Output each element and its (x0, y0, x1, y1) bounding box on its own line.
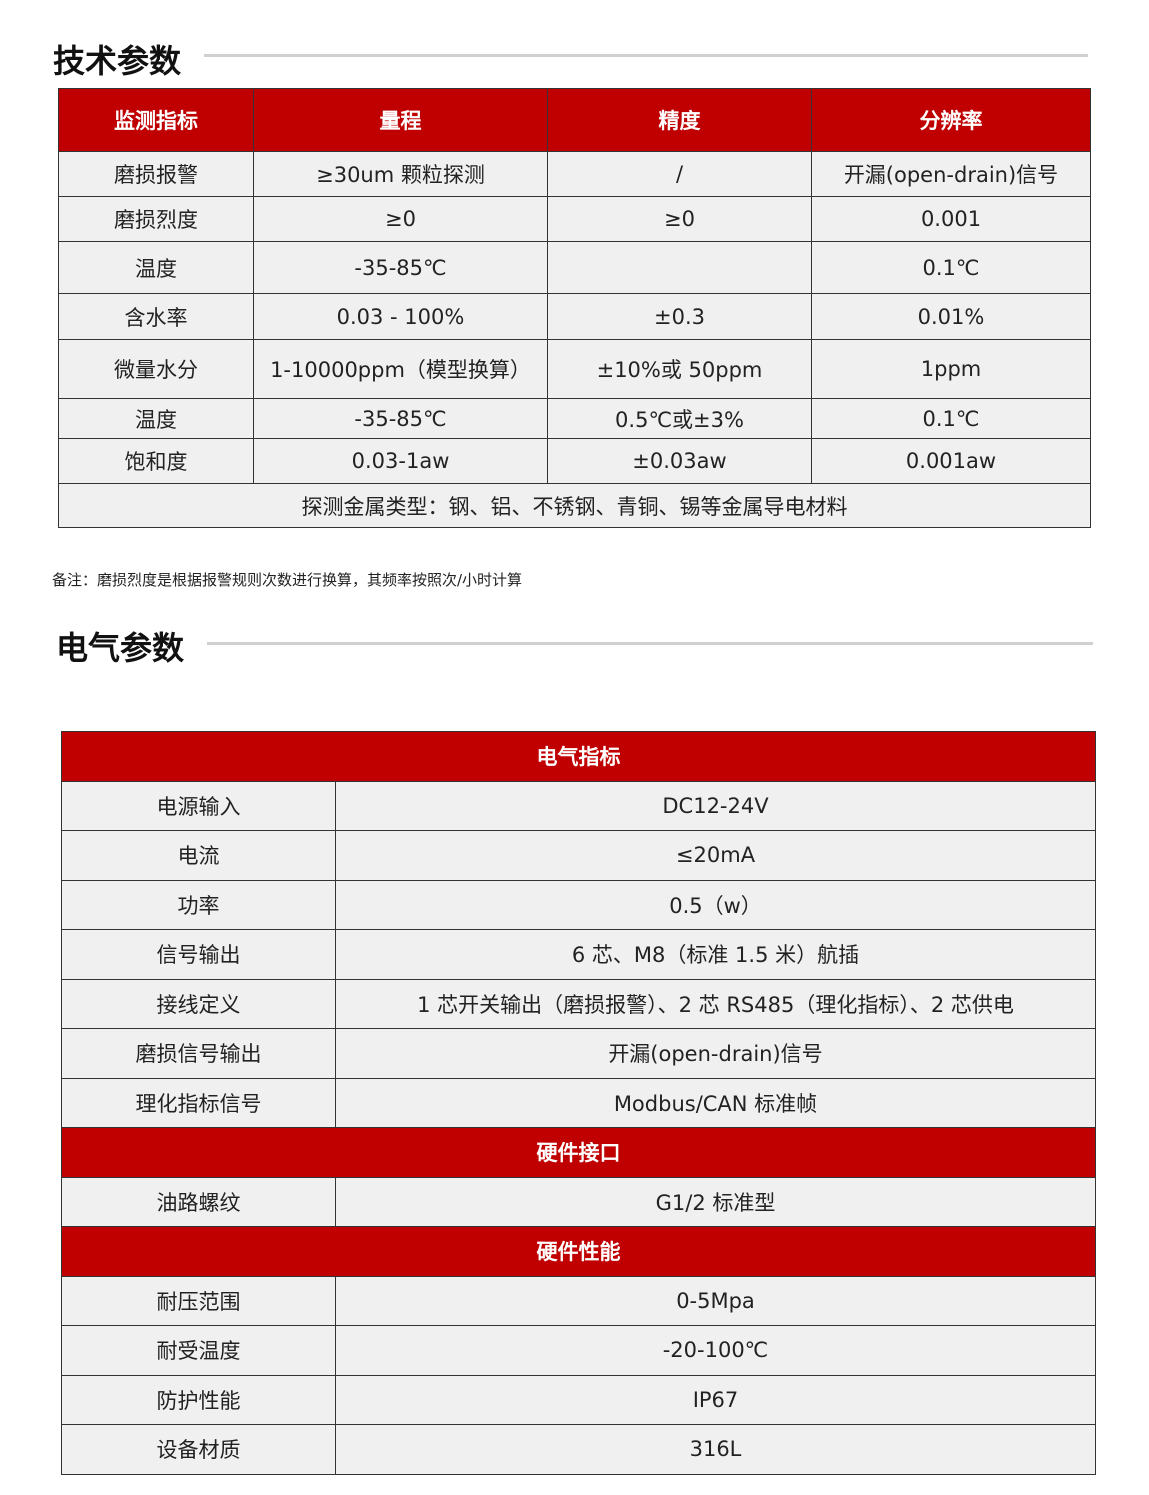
label-cell: 功率 (61, 879, 336, 930)
table-row: 接线定义 1 芯开关输出（磨损报警）、2 芯 RS485（理化指标）、2 芯供电 (61, 978, 1096, 1029)
tech-params-table: 监测指标 量程 精度 分辨率 磨损报警 ≥30um 颗粒探测 / 开漏(open-dr… (58, 88, 1091, 528)
section-header: 硬件接口 (61, 1127, 1096, 1178)
table-cell: / (547, 151, 812, 197)
table-row: 耐受温度 -20-100℃ (61, 1325, 1096, 1376)
note-text: 备注：磨损烈度是根据报警规则次数进行换算，其频率按照次/小时计算 (52, 571, 523, 589)
table-cell: 温度 (58, 241, 254, 294)
table-row: 磨损报警 ≥30um 颗粒探测 / 开漏(open-drain)信号 (58, 151, 1091, 197)
header-cell: 监测指标 (58, 88, 254, 152)
metal-types-cell: 探测金属类型：钢、铝、不锈钢、青铜、锡等金属导电材料 (58, 483, 1091, 528)
tech-section-title: 技术参数 (53, 42, 182, 80)
table-row: 微量水分 1-10000ppm（模型换算） ±10%或 50ppm 1ppm (58, 339, 1091, 399)
table-cell: 0.5℃或±3% (547, 398, 812, 439)
value-cell: 316L (335, 1424, 1096, 1475)
table-cell: 0.1℃ (811, 398, 1091, 439)
table-row: 温度 -35-85℃ 0.5℃或±3% 0.1℃ (58, 398, 1091, 439)
label-cell: 防护性能 (61, 1374, 336, 1425)
label-cell: 油路螺纹 (61, 1176, 336, 1227)
value-cell: 1 芯开关输出（磨损报警）、2 芯 RS485（理化指标）、2 芯供电 (335, 978, 1096, 1029)
elec-params-table: 电气指标 电源输入 DC12-24V 电流 ≤20mA 功率 0.5（w） 信号输出 6 芯、M… (61, 731, 1096, 1475)
table-row: 磨损烈度 ≥0 ≥0 0.001 (58, 196, 1091, 242)
value-cell: G1/2 标准型 (335, 1176, 1096, 1227)
elec-section-title: 电气参数 (56, 629, 185, 667)
table-header-row: 监测指标 量程 精度 分辨率 (58, 88, 1091, 152)
value-cell: Modbus/CAN 标准帧 (335, 1077, 1096, 1128)
value-cell: 0.5（w） (335, 879, 1096, 930)
table-row: 含水率 0.03 - 100% ±0.3 0.01% (58, 293, 1091, 340)
table-row: 功率 0.5（w） (61, 879, 1096, 930)
table-row: 温度 -35-85℃ 0.1℃ (58, 241, 1091, 294)
table-cell: 1ppm (811, 339, 1091, 399)
label-cell: 设备材质 (61, 1424, 336, 1475)
table-row: 防护性能 IP67 (61, 1374, 1096, 1425)
label-cell: 磨损信号输出 (61, 1028, 336, 1079)
header-cell: 精度 (547, 88, 812, 152)
value-cell: -20-100℃ (335, 1325, 1096, 1376)
table-cell: 0.03-1aw (253, 438, 548, 484)
table-cell: 磨损烈度 (58, 196, 254, 242)
value-cell: 6 芯、M8（标准 1.5 米）航插 (335, 929, 1096, 980)
table-cell: 0.01% (811, 293, 1091, 340)
table-row: 电源输入 DC12-24V (61, 780, 1096, 831)
table-row: 饱和度 0.03-1aw ±0.03aw 0.001aw (58, 438, 1091, 484)
table-cell: ≥0 (547, 196, 812, 242)
label-cell: 电流 (61, 830, 336, 881)
table-cell: 0.03 - 100% (253, 293, 548, 340)
table-cell: 开漏(open-drain)信号 (811, 151, 1091, 197)
divider (207, 642, 1093, 645)
header-cell: 分辨率 (811, 88, 1091, 152)
section-header: 硬件性能 (61, 1226, 1096, 1277)
divider (204, 54, 1088, 57)
table-cell: 0.001 (811, 196, 1091, 242)
section-header-row: 电气指标 (61, 731, 1096, 782)
value-cell: DC12-24V (335, 780, 1096, 831)
table-row: 磨损信号输出 开漏(open-drain)信号 (61, 1028, 1096, 1079)
table-cell: 饱和度 (58, 438, 254, 484)
value-cell: 0-5Mpa (335, 1275, 1096, 1326)
section-header-row: 硬件接口 (61, 1127, 1096, 1178)
table-cell: 微量水分 (58, 339, 254, 399)
section-header: 电气指标 (61, 731, 1096, 782)
table-cell: 含水率 (58, 293, 254, 340)
table-footer-row: 探测金属类型：钢、铝、不锈钢、青铜、锡等金属导电材料 (58, 483, 1091, 528)
table-row: 电流 ≤20mA (61, 830, 1096, 881)
table-cell: ≥30um 颗粒探测 (253, 151, 548, 197)
table-cell: 磨损报警 (58, 151, 254, 197)
value-cell: IP67 (335, 1374, 1096, 1425)
label-cell: 信号输出 (61, 929, 336, 980)
header-cell: 量程 (253, 88, 548, 152)
table-cell: 1-10000ppm（模型换算） (253, 339, 548, 399)
section-header-row: 硬件性能 (61, 1226, 1096, 1277)
table-row: 耐压范围 0-5Mpa (61, 1275, 1096, 1326)
table-row: 理化指标信号 Modbus/CAN 标准帧 (61, 1077, 1096, 1128)
table-cell: ≥0 (253, 196, 548, 242)
label-cell: 耐受温度 (61, 1325, 336, 1376)
table-cell: ±10%或 50ppm (547, 339, 812, 399)
table-cell: -35-85℃ (253, 398, 548, 439)
table-row: 信号输出 6 芯、M8（标准 1.5 米）航插 (61, 929, 1096, 980)
label-cell: 电源输入 (61, 780, 336, 831)
label-cell: 耐压范围 (61, 1275, 336, 1326)
table-cell: 0.001aw (811, 438, 1091, 484)
table-cell: 温度 (58, 398, 254, 439)
label-cell: 接线定义 (61, 978, 336, 1029)
table-cell: ±0.03aw (547, 438, 812, 484)
table-cell (547, 241, 812, 294)
table-cell: 0.1℃ (811, 241, 1091, 294)
table-cell: ±0.3 (547, 293, 812, 340)
value-cell: ≤20mA (335, 830, 1096, 881)
value-cell: 开漏(open-drain)信号 (335, 1028, 1096, 1079)
table-row: 设备材质 316L (61, 1424, 1096, 1475)
table-row: 油路螺纹 G1/2 标准型 (61, 1176, 1096, 1227)
label-cell: 理化指标信号 (61, 1077, 336, 1128)
table-cell: -35-85℃ (253, 241, 548, 294)
